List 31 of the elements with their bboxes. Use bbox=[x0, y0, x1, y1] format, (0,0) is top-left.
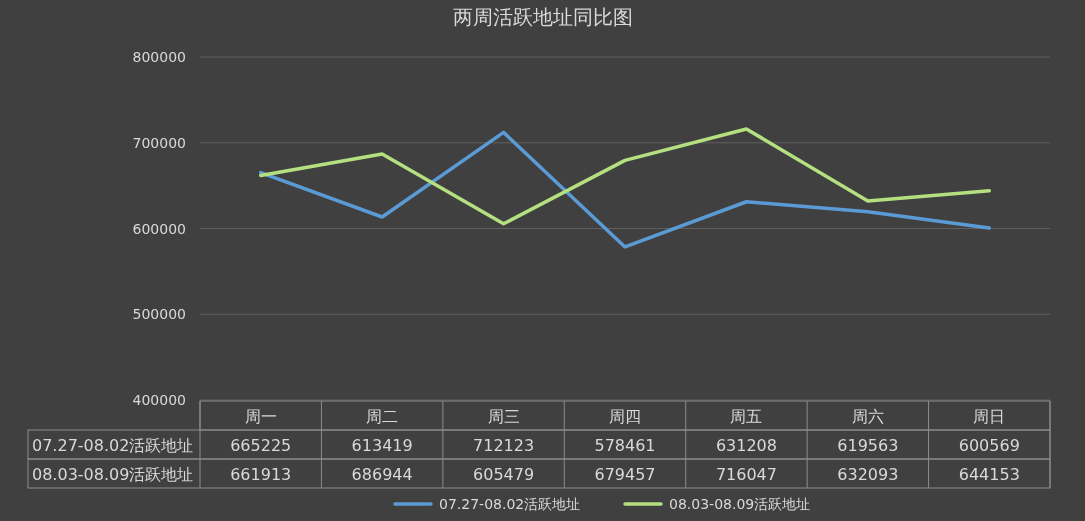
data-label: 632093 bbox=[837, 464, 899, 484]
y-tick-label: 400000 bbox=[132, 392, 186, 408]
data-label: 631208 bbox=[715, 435, 777, 455]
x-tick-label: 周二 bbox=[366, 406, 399, 426]
y-tick-label: 800000 bbox=[132, 49, 186, 65]
text: 07.27-08.02活跃地址 bbox=[32, 435, 194, 455]
legend-label: 08.03-08.09活跃地址 bbox=[669, 496, 811, 512]
y-tick-label: 500000 bbox=[132, 306, 186, 323]
data-label: 679457 bbox=[594, 464, 656, 484]
data-label: 716047 bbox=[715, 464, 777, 484]
text: 08.03-08.09活跃地址 bbox=[32, 464, 194, 484]
data-label: 661913 bbox=[230, 464, 292, 484]
x-tick-label: 周五 bbox=[730, 406, 763, 426]
data-label: 619563 bbox=[837, 435, 899, 455]
data-label: 600569 bbox=[958, 435, 1020, 455]
data-label: 665225 bbox=[230, 435, 292, 455]
x-tick-label: 周一 bbox=[244, 406, 277, 426]
y-tick-label: 600000 bbox=[132, 220, 186, 237]
data-label: 712123 bbox=[473, 435, 535, 455]
legend-label: 07.27-08.02活跃地址 bbox=[439, 496, 581, 512]
data-label: 605479 bbox=[473, 464, 535, 484]
x-tick-label: 周六 bbox=[851, 406, 884, 426]
x-tick-label: 周三 bbox=[487, 406, 520, 426]
y-tick-label: 700000 bbox=[132, 134, 186, 151]
x-tick-label: 周日 bbox=[973, 406, 1006, 426]
data-label: 644153 bbox=[958, 464, 1020, 484]
data-label: 578461 bbox=[594, 435, 656, 455]
x-tick-label: 周四 bbox=[609, 406, 641, 426]
title: 两周活跃地址同比图 bbox=[452, 5, 633, 29]
data-label: 613419 bbox=[351, 435, 413, 455]
data-label: 686944 bbox=[351, 464, 413, 484]
